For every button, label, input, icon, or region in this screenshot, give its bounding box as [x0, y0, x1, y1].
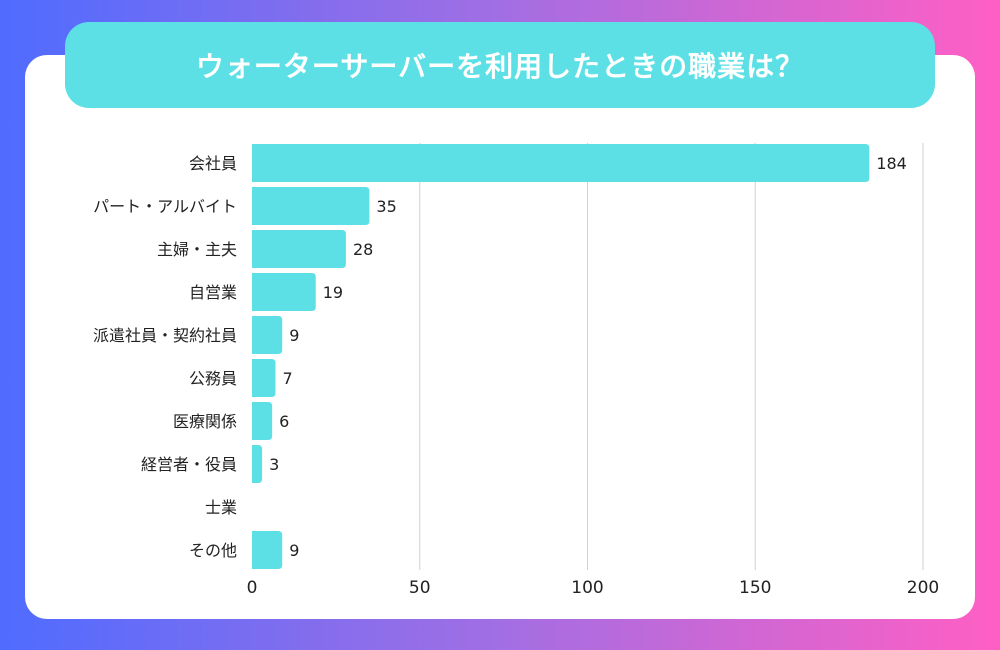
value-label-4: 9 — [289, 326, 299, 345]
bar-0 — [252, 144, 870, 182]
grid-lines — [419, 143, 924, 570]
x-tick-label-150: 150 — [739, 578, 771, 598]
bar-1 — [252, 187, 370, 225]
category-label-2: 主婦・主夫 — [157, 240, 237, 259]
value-labels: 184 35 28 19 9 7 6 3 9 — [269, 154, 907, 560]
category-label-1: パート・アルバイト — [93, 197, 237, 216]
bar-7 — [252, 445, 263, 483]
category-label-8: 士業 — [205, 498, 237, 517]
value-label-6: 6 — [279, 412, 289, 431]
bar-5 — [252, 359, 276, 397]
x-tick-label-100: 100 — [571, 578, 603, 598]
category-label-6: 医療関係 — [173, 412, 237, 431]
value-label-7: 3 — [269, 455, 279, 474]
value-label-0: 184 — [876, 154, 907, 173]
value-label-5: 7 — [282, 369, 292, 388]
bar-2 — [252, 230, 346, 268]
bars — [252, 144, 870, 569]
value-label-9: 9 — [289, 541, 299, 560]
value-label-3: 19 — [323, 283, 343, 302]
bar-9 — [252, 531, 283, 569]
category-label-9: その他 — [189, 541, 237, 560]
bar-4 — [252, 316, 283, 354]
x-tick-label-0: 0 — [247, 578, 258, 598]
category-label-3: 自営業 — [189, 283, 237, 302]
category-label-5: 公務員 — [189, 369, 237, 388]
title-banner: ウォーターサーバーを利用したときの職業は？ — [65, 22, 935, 108]
bar-3 — [252, 273, 316, 311]
bar-6 — [252, 402, 273, 440]
value-label-2: 28 — [353, 240, 373, 259]
value-label-1: 35 — [376, 197, 396, 216]
x-axis-ticks: 0 50 100 150 200 — [247, 578, 940, 598]
category-label-4: 派遣社員・契約社員 — [93, 326, 237, 345]
category-label-7: 経営者・役員 — [141, 455, 237, 474]
x-tick-label-50: 50 — [409, 578, 431, 598]
category-label-0: 会社員 — [189, 154, 237, 173]
category-labels: 会社員パート・アルバイト主婦・主夫自営業派遣社員・契約社員公務員医療関係経営者・… — [93, 154, 237, 560]
x-tick-label-200: 200 — [907, 578, 939, 598]
chart-title: ウォーターサーバーを利用したときの職業は？ — [195, 50, 805, 83]
